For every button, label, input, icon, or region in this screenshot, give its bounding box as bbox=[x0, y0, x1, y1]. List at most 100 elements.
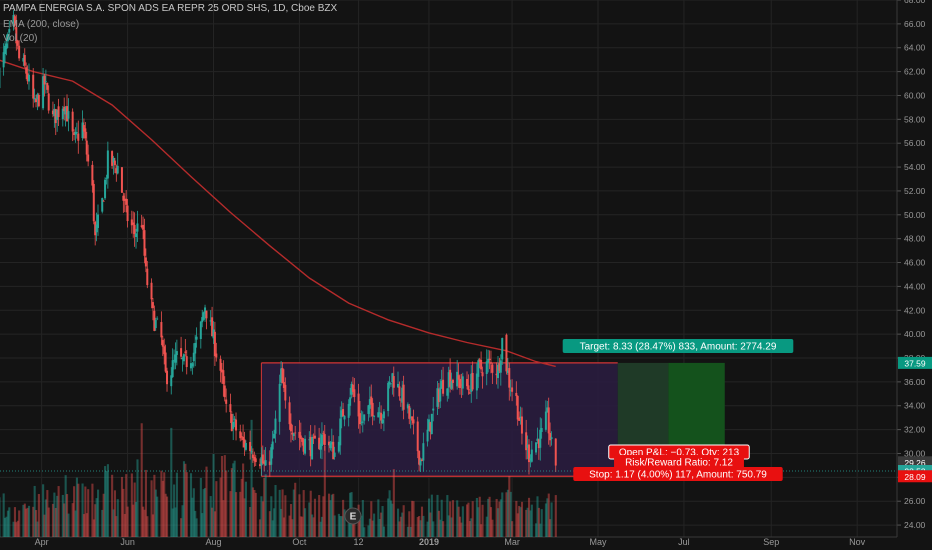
candle-body bbox=[213, 331, 216, 357]
candle-body bbox=[312, 437, 315, 438]
volume-bar bbox=[0, 497, 1, 537]
candle-body bbox=[63, 106, 66, 112]
volume-bar bbox=[57, 486, 60, 537]
volume-bar bbox=[271, 520, 274, 537]
candle-body bbox=[402, 384, 405, 410]
candle-body bbox=[377, 412, 380, 418]
volume-bar bbox=[192, 488, 195, 537]
volume-bar bbox=[329, 500, 332, 537]
volume-bar bbox=[426, 521, 429, 537]
candle-body bbox=[174, 354, 177, 363]
candle-body bbox=[397, 383, 399, 388]
volume-bar bbox=[170, 427, 173, 537]
candle-body bbox=[506, 370, 509, 373]
candle-body bbox=[516, 395, 519, 420]
candle-body bbox=[501, 338, 504, 360]
candle-body bbox=[235, 419, 238, 431]
volume-bar bbox=[112, 509, 115, 537]
earnings-marker bbox=[344, 507, 362, 525]
candle-body bbox=[388, 381, 391, 385]
y-tick-label: 34.00 bbox=[904, 401, 926, 411]
price-axis-label bbox=[898, 470, 932, 483]
candle-body bbox=[77, 133, 80, 141]
candle-body bbox=[332, 441, 335, 460]
candle-body bbox=[122, 195, 125, 201]
candle-body bbox=[23, 55, 26, 66]
candle-body bbox=[173, 359, 176, 361]
candle-body bbox=[416, 421, 419, 452]
volume-bar bbox=[380, 512, 383, 537]
candle-body bbox=[337, 441, 340, 452]
volume-bar bbox=[409, 526, 412, 537]
volume-bar bbox=[222, 500, 225, 537]
candle-body bbox=[192, 352, 195, 362]
volume-bar bbox=[101, 509, 104, 537]
volume-bar bbox=[378, 518, 381, 537]
volume-bar bbox=[550, 502, 553, 537]
volume-bar bbox=[163, 472, 166, 537]
volume-bar bbox=[430, 494, 433, 537]
candle-body bbox=[457, 375, 460, 380]
volume-bar bbox=[308, 502, 311, 537]
volume-bar bbox=[411, 500, 414, 537]
volume-bar bbox=[97, 489, 100, 537]
volume-bar bbox=[211, 507, 214, 537]
candle-body bbox=[468, 392, 471, 394]
volume-bar bbox=[213, 511, 217, 537]
volume-bar bbox=[44, 499, 47, 537]
ema-200-line bbox=[0, 59, 556, 368]
volume-bar bbox=[81, 483, 84, 537]
volume-bar bbox=[37, 493, 40, 537]
volume-bar bbox=[106, 464, 109, 537]
candle-body bbox=[509, 390, 512, 392]
candle-body bbox=[12, 15, 15, 27]
candle-body bbox=[249, 442, 252, 452]
volume-bar bbox=[22, 504, 25, 537]
candle-body bbox=[261, 454, 264, 464]
candle-body bbox=[288, 402, 291, 425]
volume-bar bbox=[95, 498, 98, 537]
volume-bar bbox=[105, 470, 108, 537]
volume-bar bbox=[284, 495, 287, 537]
candle-body bbox=[475, 373, 478, 391]
candle-body bbox=[461, 376, 464, 389]
candle-body bbox=[153, 310, 156, 331]
volume-bar bbox=[481, 504, 484, 537]
volume-bar bbox=[419, 520, 422, 537]
volume-bar bbox=[71, 503, 74, 537]
volume-bar bbox=[215, 481, 218, 537]
target-label: Target: 8.33 (28.47%) 833, Amount: 2774.… bbox=[562, 339, 794, 353]
candle-body bbox=[446, 388, 449, 396]
candle-body bbox=[212, 329, 215, 339]
volume-bar bbox=[258, 519, 262, 537]
volume-bar bbox=[319, 521, 322, 537]
candle-body bbox=[399, 399, 402, 401]
y-tick-label: 54.00 bbox=[904, 162, 926, 172]
volume-bar bbox=[122, 488, 125, 537]
volume-bar bbox=[358, 520, 362, 537]
volume-bar bbox=[51, 503, 55, 537]
volume-bar bbox=[471, 501, 474, 537]
candle-body bbox=[508, 368, 511, 388]
volume-bar bbox=[318, 495, 321, 537]
candle-body bbox=[15, 27, 18, 44]
candle-body bbox=[143, 230, 146, 256]
candle-body bbox=[32, 74, 35, 99]
candle-body bbox=[535, 442, 538, 453]
candle-body bbox=[398, 386, 401, 397]
volume-bar bbox=[416, 517, 419, 537]
volume-bar bbox=[136, 459, 139, 537]
candle-body bbox=[115, 168, 118, 174]
candle-body bbox=[244, 442, 247, 450]
candle-body bbox=[201, 317, 204, 323]
candle-body bbox=[526, 444, 529, 448]
volume-bar bbox=[233, 460, 236, 537]
volume-bar bbox=[501, 492, 504, 537]
candle-body bbox=[254, 458, 257, 463]
volume-bar bbox=[301, 516, 304, 537]
volume-bar bbox=[35, 510, 38, 537]
volume-bar bbox=[47, 507, 50, 537]
candle-body bbox=[529, 458, 532, 461]
volume-bar bbox=[153, 474, 156, 537]
